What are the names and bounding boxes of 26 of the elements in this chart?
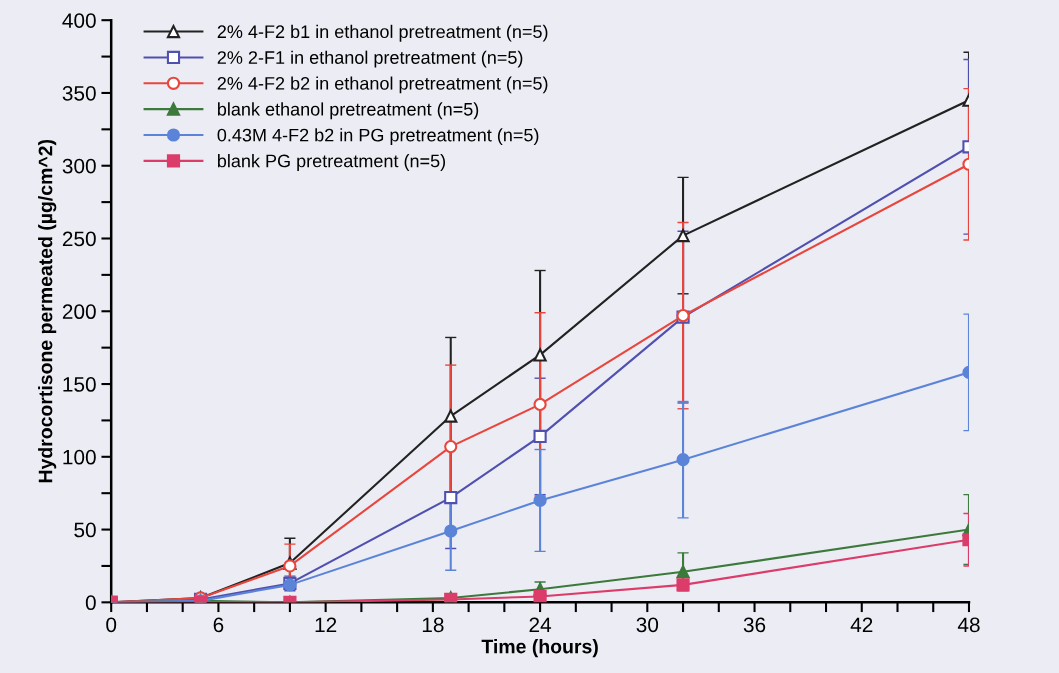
- x-tick-label: 0: [106, 617, 117, 633]
- y-tick-label: 100: [63, 449, 96, 465]
- x-tick-label: 6: [213, 617, 224, 633]
- y-tick-label: 150: [63, 377, 96, 392]
- x-tick-label: 42: [850, 617, 873, 633]
- x-tick-label: 24: [529, 617, 552, 633]
- y-tick-label: 300: [62, 158, 96, 174]
- legend-label: 2% 2-F1 in ethanol pretreatment (n=5): [217, 50, 523, 68]
- x-tick-label: 36: [743, 617, 766, 633]
- legend-label: 2% 4-F2 b1 in ethanol pretreatment (n=5): [217, 24, 548, 42]
- legend-label: 2% 4-F2 b2 in ethanol pretreatment (n=5): [217, 76, 548, 94]
- y-tick-label: 50: [74, 522, 96, 538]
- y-axis-title: Hydrocortisone permeated (µg/cm^2): [38, 139, 57, 483]
- x-tick-label: 12: [315, 617, 337, 633]
- legend-label: 0.43M 4-F2 b2 in PG pretreatment (n=5): [217, 128, 539, 146]
- x-tick-label: 48: [957, 617, 980, 633]
- legend-label: blank ethanol pretreatment (n=5): [217, 102, 479, 120]
- legend-label: blank PG pretreatment (n=5): [217, 154, 446, 171]
- y-tick-label: 250: [62, 231, 96, 247]
- x-tick-label: 18: [422, 617, 444, 633]
- y-tick-label: 0: [85, 595, 96, 611]
- y-tick-label: 400: [62, 13, 96, 28]
- x-axis-title: Time (hours): [481, 639, 598, 658]
- y-tick-label: 200: [62, 304, 96, 320]
- y-tick-label: 350: [62, 85, 96, 101]
- x-tick-label: 30: [636, 617, 659, 633]
